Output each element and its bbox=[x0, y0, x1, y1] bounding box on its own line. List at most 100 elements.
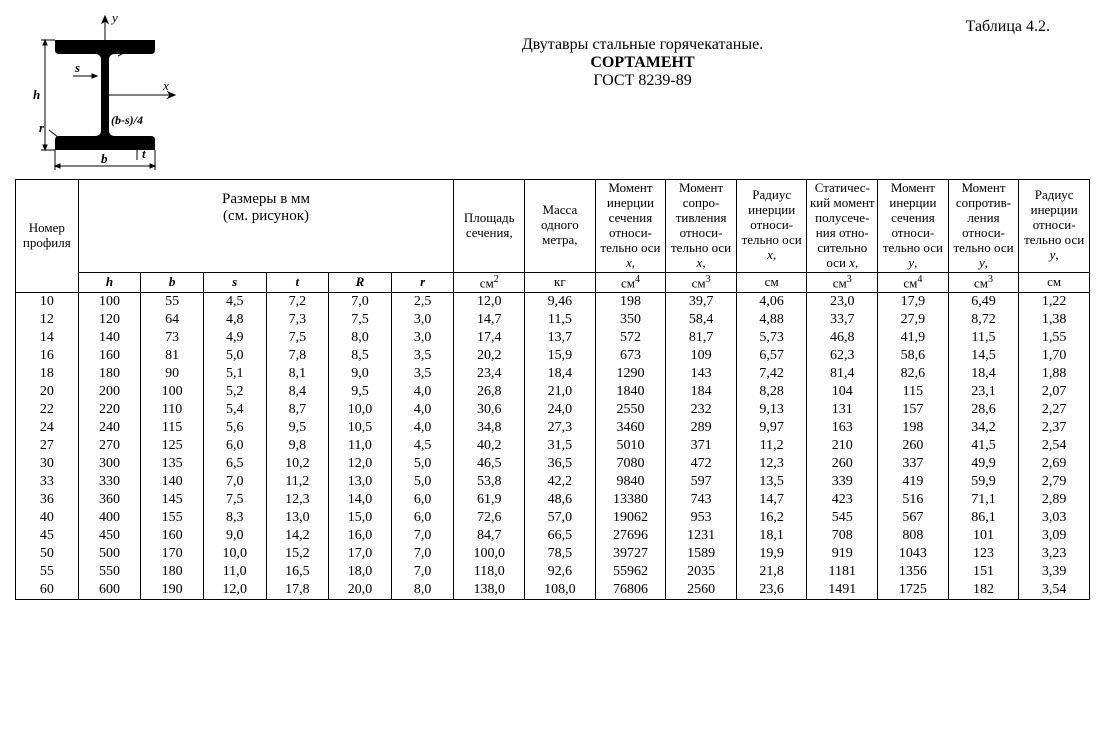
cell: 2035 bbox=[666, 563, 737, 581]
cell: 145 bbox=[141, 491, 204, 509]
cell: 7,0 bbox=[391, 563, 454, 581]
cell: 10 bbox=[16, 292, 79, 311]
cell: 5,0 bbox=[203, 347, 266, 365]
cell: 5,4 bbox=[203, 401, 266, 419]
cell: 13,5 bbox=[736, 473, 807, 491]
cell: 600 bbox=[78, 581, 141, 600]
cell: 7,0 bbox=[203, 473, 266, 491]
cell: 12 bbox=[16, 311, 79, 329]
cell: 100 bbox=[78, 292, 141, 311]
unit: см4 bbox=[595, 272, 666, 292]
table-number: Таблица 4.2. bbox=[195, 18, 1090, 36]
cell: 17,4 bbox=[454, 329, 525, 347]
cell: 190 bbox=[141, 581, 204, 600]
cell: 22 bbox=[16, 401, 79, 419]
cell: 17,9 bbox=[878, 292, 949, 311]
cell: 40,2 bbox=[454, 437, 525, 455]
cell: 400 bbox=[78, 509, 141, 527]
cell: 92,6 bbox=[525, 563, 596, 581]
cell: 8,5 bbox=[329, 347, 392, 365]
cell: 27,3 bbox=[525, 419, 596, 437]
cell: 200 bbox=[78, 383, 141, 401]
cell: 4,0 bbox=[391, 401, 454, 419]
cell: 8,7 bbox=[266, 401, 329, 419]
cell: 40 bbox=[16, 509, 79, 527]
cell: 4,8 bbox=[203, 311, 266, 329]
cell: 337 bbox=[878, 455, 949, 473]
cell: 14,0 bbox=[329, 491, 392, 509]
cell: 20,2 bbox=[454, 347, 525, 365]
cell: 2,37 bbox=[1019, 419, 1090, 437]
title-sortament: СОРТАМЕНТ bbox=[195, 54, 1090, 72]
cell: 20 bbox=[16, 383, 79, 401]
cell: 131 bbox=[807, 401, 878, 419]
cell: 232 bbox=[666, 401, 737, 419]
cell: 450 bbox=[78, 527, 141, 545]
cell: 419 bbox=[878, 473, 949, 491]
dim-h: h bbox=[78, 272, 141, 292]
cell: 180 bbox=[78, 365, 141, 383]
cell: 9840 bbox=[595, 473, 666, 491]
cell: 28,6 bbox=[948, 401, 1019, 419]
cell: 1,70 bbox=[1019, 347, 1090, 365]
i-beam-diagram: y x R s h r (b-s)/4 bbox=[15, 10, 195, 175]
prop-head: Радиус инерции относи­тельно оси x, bbox=[736, 180, 807, 273]
unit: см4 bbox=[878, 272, 949, 292]
cell: 27 bbox=[16, 437, 79, 455]
cell: 2550 bbox=[595, 401, 666, 419]
cell: 2560 bbox=[666, 581, 737, 600]
cell: 371 bbox=[666, 437, 737, 455]
cell: 3,23 bbox=[1019, 545, 1090, 563]
axis-y-label: y bbox=[110, 10, 118, 25]
cell: 30 bbox=[16, 455, 79, 473]
cell: 12,0 bbox=[454, 292, 525, 311]
cell: 360 bbox=[78, 491, 141, 509]
cell: 42,2 bbox=[525, 473, 596, 491]
cell: 300 bbox=[78, 455, 141, 473]
cell: 53,8 bbox=[454, 473, 525, 491]
cell: 4,0 bbox=[391, 419, 454, 437]
title-gost: ГОСТ 8239-89 bbox=[195, 72, 1090, 90]
cell: 59,9 bbox=[948, 473, 1019, 491]
sortament-table: Номер профиля Размеры в мм (см. рисунок)… bbox=[15, 179, 1090, 600]
cell: 14,2 bbox=[266, 527, 329, 545]
cell: 135 bbox=[141, 455, 204, 473]
cell: 18,4 bbox=[948, 365, 1019, 383]
cell: 330 bbox=[78, 473, 141, 491]
unit: см3 bbox=[948, 272, 1019, 292]
cell: 120 bbox=[78, 311, 141, 329]
cell: 24 bbox=[16, 419, 79, 437]
cell: 3460 bbox=[595, 419, 666, 437]
cell: 143 bbox=[666, 365, 737, 383]
cell: 13,7 bbox=[525, 329, 596, 347]
cell: 708 bbox=[807, 527, 878, 545]
cell: 1,22 bbox=[1019, 292, 1090, 311]
table-row: 404001558,313,015,06,072,657,01906295316… bbox=[16, 509, 1090, 527]
cell: 16,2 bbox=[736, 509, 807, 527]
cell: 160 bbox=[141, 527, 204, 545]
cell: 8,4 bbox=[266, 383, 329, 401]
bs4-label: (b-s)/4 bbox=[111, 113, 143, 127]
dim-t: t bbox=[266, 272, 329, 292]
cell: 9,0 bbox=[203, 527, 266, 545]
cell: 163 bbox=[807, 419, 878, 437]
cell: 1,88 bbox=[1019, 365, 1090, 383]
cell: 4,5 bbox=[203, 292, 266, 311]
cell: 100 bbox=[141, 383, 204, 401]
cell: 9,46 bbox=[525, 292, 596, 311]
cell: 13380 bbox=[595, 491, 666, 509]
cell: 5,6 bbox=[203, 419, 266, 437]
cell: 17,8 bbox=[266, 581, 329, 600]
cell: 9,5 bbox=[266, 419, 329, 437]
table-row: 14140734,97,58,03,017,413,757281,75,7346… bbox=[16, 329, 1090, 347]
cell: 2,54 bbox=[1019, 437, 1090, 455]
cell: 1840 bbox=[595, 383, 666, 401]
cell: 18,1 bbox=[736, 527, 807, 545]
cell: 125 bbox=[141, 437, 204, 455]
cell: 62,3 bbox=[807, 347, 878, 365]
cell: 20,0 bbox=[329, 581, 392, 600]
cell: 33,7 bbox=[807, 311, 878, 329]
table-row: 10100554,57,27,02,512,09,4619839,74,0623… bbox=[16, 292, 1090, 311]
unit: см bbox=[1019, 272, 1090, 292]
cell: 550 bbox=[78, 563, 141, 581]
